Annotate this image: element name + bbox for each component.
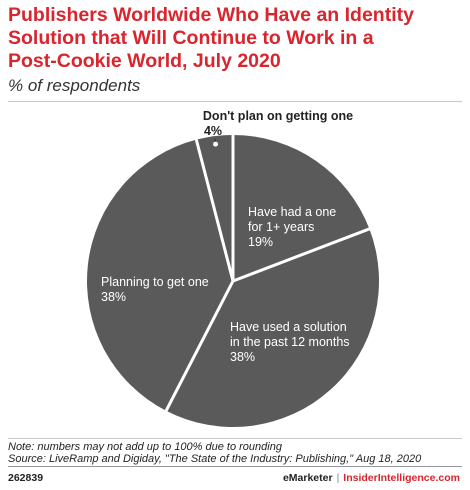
slice-label: Planning to get one 38% [101, 275, 209, 304]
chart-title: Publishers Worldwide Who Have an Identit… [8, 4, 458, 73]
chart-title-line: Post-Cookie World, July 2020 [8, 50, 281, 72]
slice-label: Don't plan on getting one 4% [203, 109, 353, 138]
pie-chart: Have had a one for 1+ years 19% Have used a… [86, 109, 380, 427]
chart-id: 262839 [8, 472, 44, 484]
divider-bottom [8, 438, 462, 439]
pie-slice [166, 228, 380, 427]
callout-dot [213, 141, 219, 147]
divider-top [8, 101, 462, 102]
slice-separator [164, 280, 235, 413]
slice-label: Have had a one for 1+ years 19% [248, 205, 336, 249]
pie-slice [233, 135, 370, 281]
chart-note: Note: numbers may not add up to 100% due… [8, 441, 282, 453]
chart-title-line: Publishers Worldwide Who Have an Identit… [8, 4, 414, 26]
insider-intelligence-link[interactable]: InsiderIntelligence.com [343, 472, 460, 484]
slice-separator [194, 138, 235, 282]
chart-source: Source: LiveRamp and Digiday, "The State… [8, 453, 422, 465]
footer-brand: eMarketer | InsiderIntelligence.com [283, 472, 460, 484]
footer-separator: | [336, 472, 340, 484]
divider-footer [8, 466, 462, 467]
slice-separator [232, 227, 371, 283]
emarketer-logo-text: eMarketer [282, 472, 333, 484]
slice-label: Have used a solution in the past 12 month… [230, 320, 350, 364]
pie-slice [86, 139, 233, 411]
chart-subtitle: % of respondents [8, 76, 141, 95]
chart-title-line: Solution that Will Continue to Work in a [8, 27, 374, 49]
